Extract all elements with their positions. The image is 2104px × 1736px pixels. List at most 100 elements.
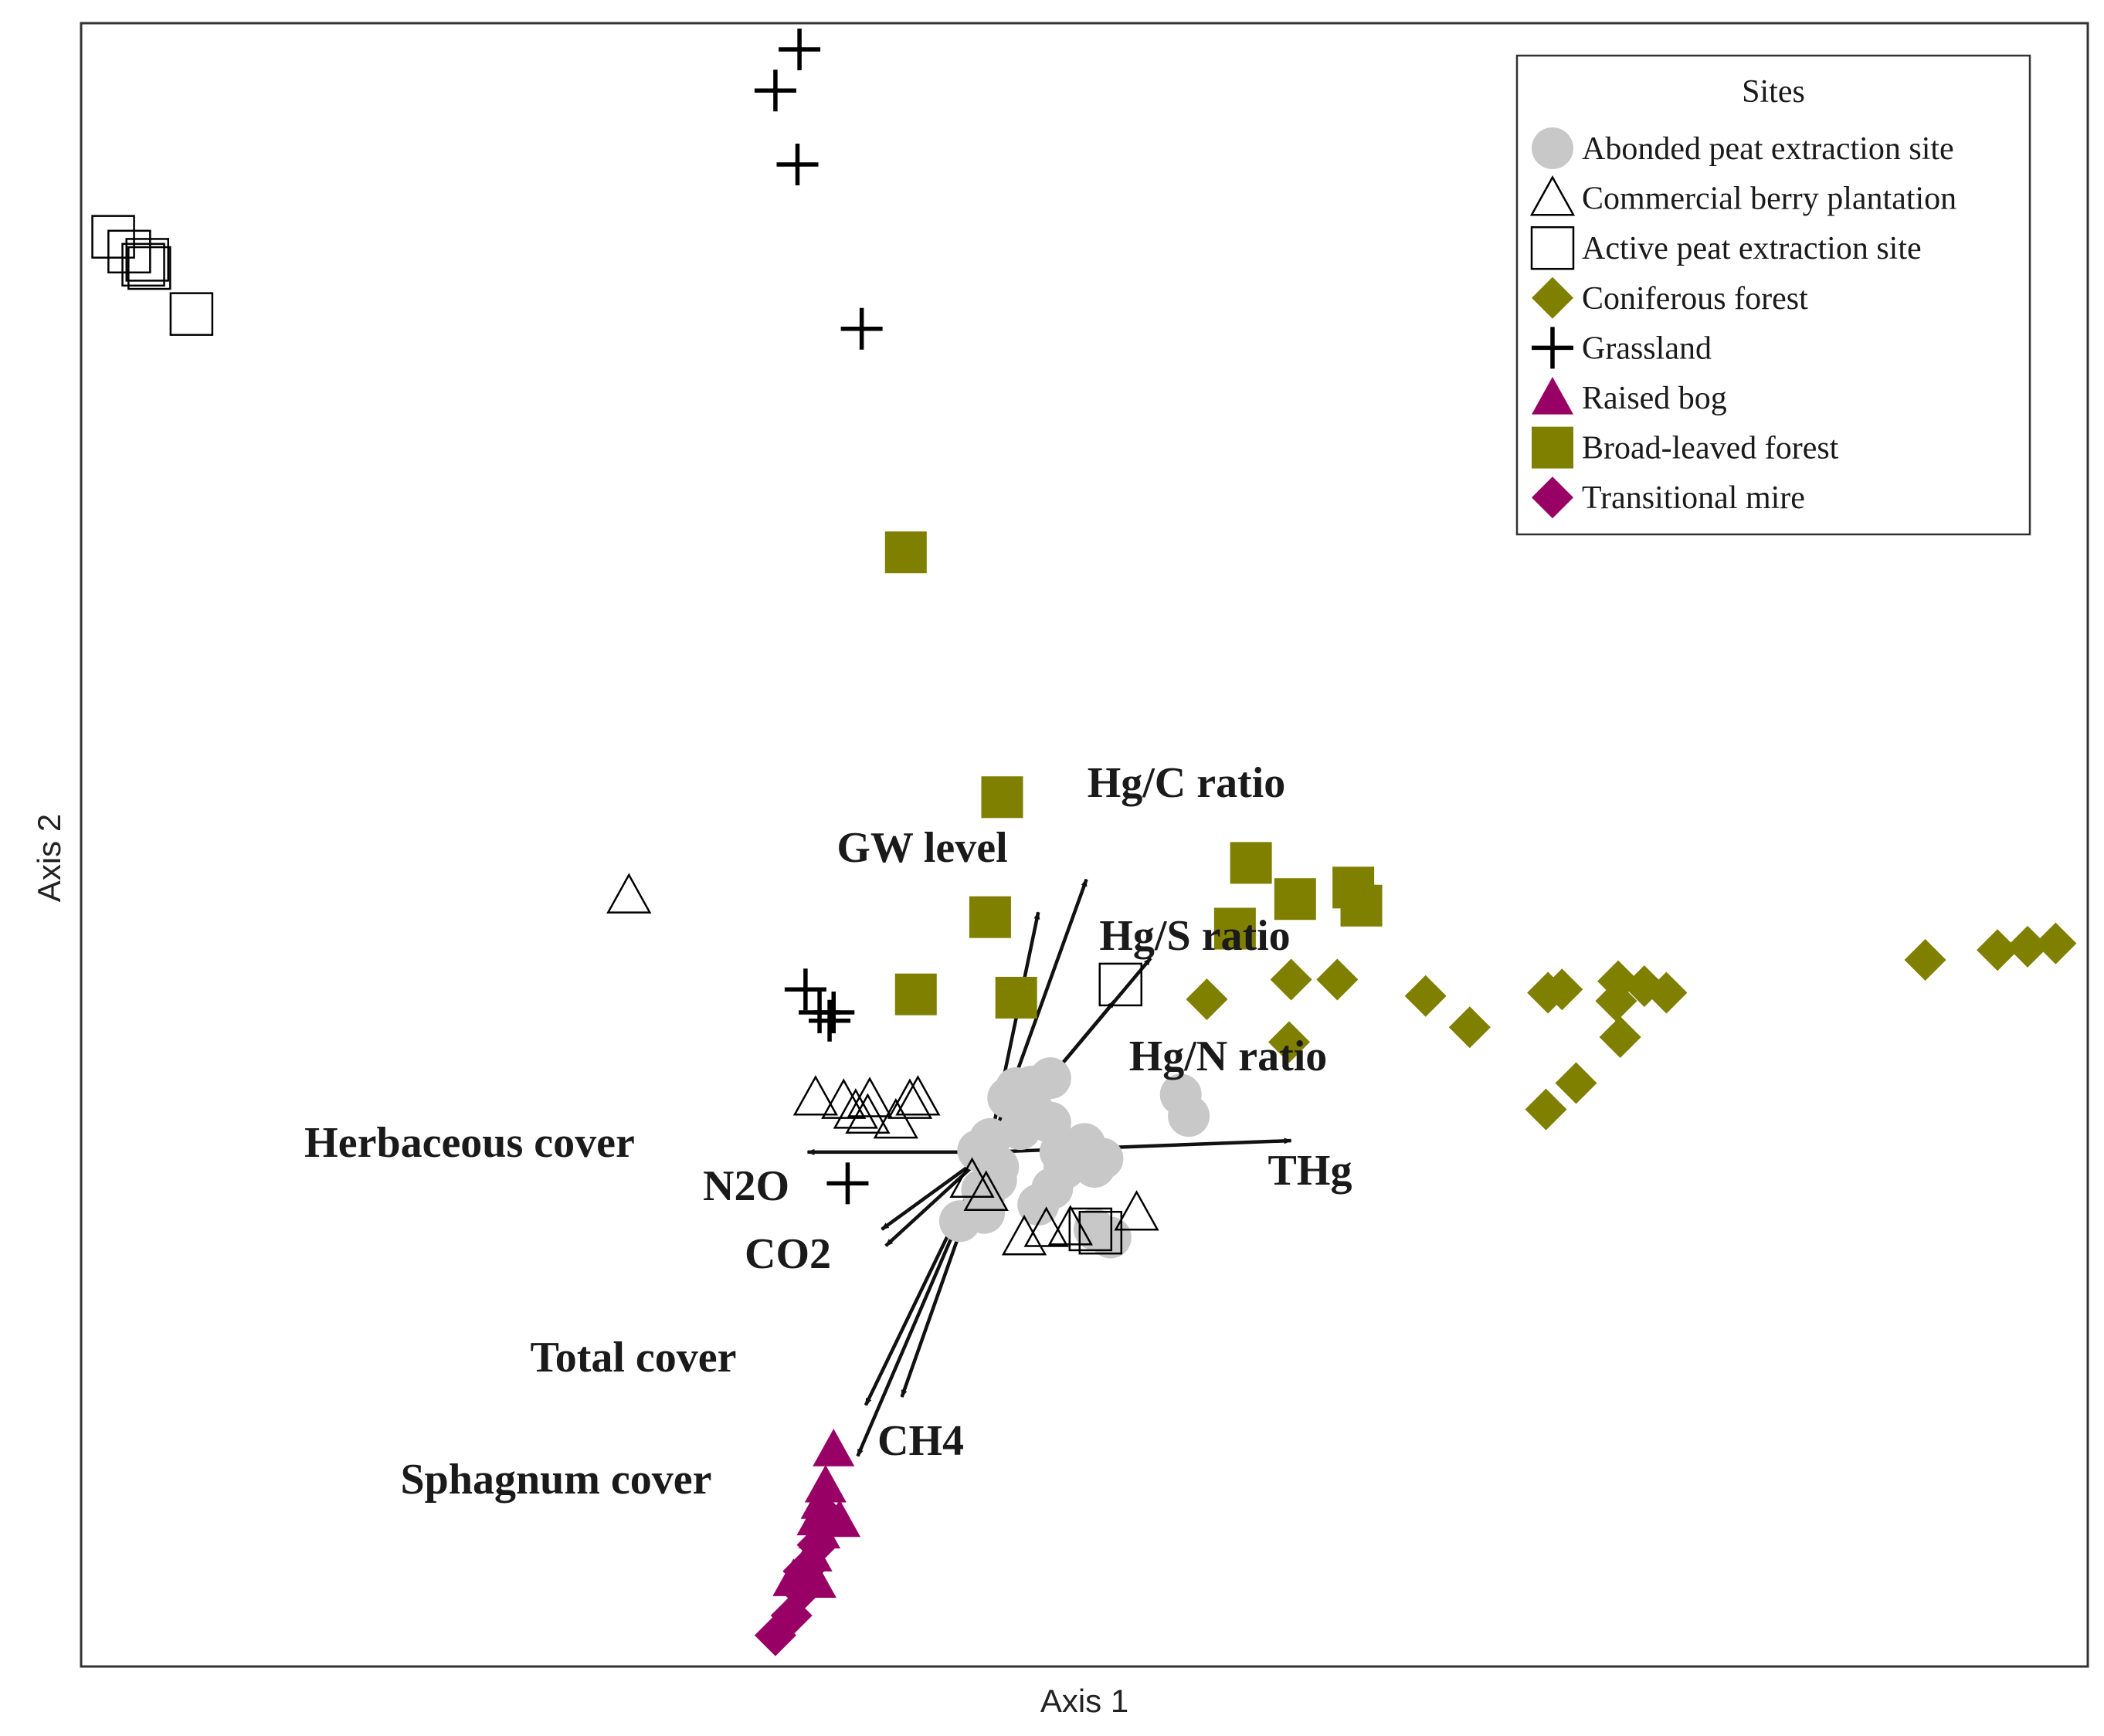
data-point [1599,1015,1641,1058]
data-point [1073,1146,1115,1188]
data-point [1073,1208,1115,1250]
data-point [1595,980,1637,1022]
legend-swatch [1532,476,1573,519]
legend-swatch [1532,276,1573,319]
data-point [1168,1095,1210,1138]
vector-label: CO2 [745,1230,831,1278]
x-axis-title: Axis 1 [1040,1683,1128,1719]
vector-labels-layer: Hg/C ratio GW level Hg/S ratio Hg/N ratio TH… [304,759,1352,1504]
data-point [1230,842,1272,884]
vector-label: Hg/C ratio [1088,759,1286,807]
legend-item: Broad-leaved forest [1532,426,1839,469]
data-point [981,776,1023,819]
data-point [1044,1148,1086,1190]
data-point [813,992,855,1034]
data-point [1114,1190,1159,1231]
data-point [779,29,821,71]
data-point [833,1088,878,1129]
vector-label: Sphagnum cover [401,1456,712,1504]
vector-arrow [988,1138,1292,1155]
legend-item: Transitional mire [1532,476,1805,519]
legend-label: Active peat extraction site [1582,231,1922,266]
legend-item: Active peat extraction site [1530,225,1922,270]
vector-label: CH4 [877,1417,964,1465]
legend-label: Raised bog [1582,381,1727,416]
data-point [2007,925,2049,968]
series-group [1186,922,2077,1131]
data-point [91,215,135,259]
data-point [1316,958,1359,1001]
data-point [845,1093,891,1134]
data-point [884,531,927,574]
data-point [1645,971,1688,1014]
legend-item: Raised bog [1532,377,1727,416]
data-point [1904,938,1946,981]
legend-label: Coniferous forest [1582,281,1808,317]
data-point [792,1075,838,1116]
data-point [1029,1057,1071,1100]
data-point [1023,1206,1069,1247]
data-point [995,976,1037,1019]
series-group [884,531,1383,1019]
data-point [1977,929,2019,971]
legend-items: Abonded peat extraction site Commercial b… [1529,127,1956,519]
vector-label: THg [1268,1147,1352,1195]
y-axis-title: Axis 2 [31,814,67,902]
points-layer [91,29,2077,1656]
data-point [1448,1006,1491,1049]
data-point [1270,958,1312,1001]
legend-swatch [1532,127,1573,169]
data-point [121,242,165,287]
data-point [1068,1207,1113,1252]
data-point [1340,884,1383,927]
data-point [127,246,171,290]
data-point [804,1494,847,1537]
data-point [963,1170,1009,1211]
data-point [895,1075,941,1116]
data-point [125,238,169,282]
data-point [606,873,652,914]
legend-item: Abonded peat extraction site [1532,127,1954,169]
data-point [809,999,851,1042]
data-point [776,144,819,186]
data-point [840,307,883,350]
data-point [873,1097,918,1139]
legend: Sites Abonded peat extraction site Commer… [1515,54,2031,536]
data-point [1404,975,1447,1017]
data-point [1525,1088,1567,1131]
legend-swatch [1532,426,1573,469]
vector-label: Total cover [531,1334,737,1382]
vector-label: Herbaceous cover [304,1119,635,1167]
legend-item: Commercial berry plantation [1529,175,1956,217]
data-point [1213,907,1256,950]
legend-item: Grassland [1532,327,1712,369]
data-point [796,1524,839,1566]
legend-label: Commercial berry plantation [1582,181,1956,217]
data-point [821,1078,867,1119]
data-point [1001,1215,1047,1256]
data-point [2034,922,2077,965]
data-point [887,1078,933,1119]
data-point [1541,968,1583,1011]
data-point [784,968,826,1011]
legend-swatch [1532,327,1573,369]
data-point [894,973,937,1015]
data-point [1186,978,1228,1021]
data-point [957,1129,999,1171]
vector-label: GW level [837,824,1007,872]
data-point [813,1429,855,1466]
legend-box [1515,54,2031,536]
data-point [1098,962,1143,1007]
legend-label: Broad-leaved forest [1582,431,1839,466]
vector-label: Hg/S ratio [1099,912,1290,960]
data-point [169,292,214,336]
vector-label: Hg/N ratio [1129,1032,1328,1080]
legend-label: Grassland [1582,331,1712,366]
legend-label: Transitional mire [1582,480,1805,516]
vector-label: N2O [703,1162,789,1210]
legend-title: Sites [1742,74,1805,110]
data-point [1078,1210,1123,1255]
data-point [754,70,796,112]
